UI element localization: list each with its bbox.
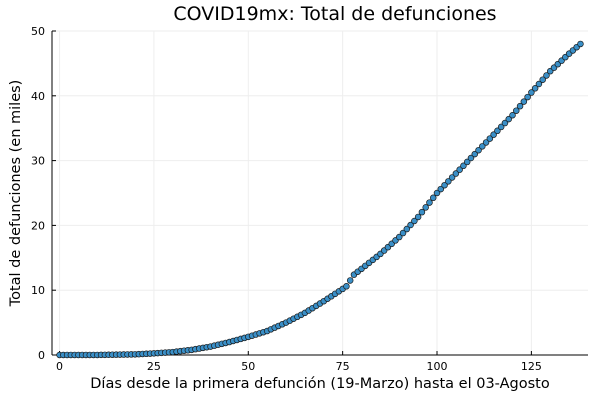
y-tick-label: 10 <box>31 284 45 297</box>
data-point <box>346 277 354 284</box>
x-tick-label: 50 <box>241 360 255 373</box>
data-point <box>520 98 528 105</box>
data-point <box>411 217 418 225</box>
y-axis-title: Total de defunciones (en miles) <box>8 80 24 308</box>
data-point <box>531 85 539 92</box>
data-point <box>437 185 445 193</box>
data-point <box>414 213 422 221</box>
data-point <box>396 233 403 241</box>
y-tick-label: 20 <box>31 219 45 232</box>
data-point <box>482 139 490 146</box>
data-point <box>479 143 486 150</box>
data-point <box>501 119 509 127</box>
data-point <box>505 115 512 123</box>
data-point <box>516 102 524 110</box>
data-point <box>467 154 475 162</box>
data-point <box>399 229 407 237</box>
y-tick-label: 0 <box>38 349 45 362</box>
y-tick-label: 40 <box>31 90 45 103</box>
data-point <box>445 178 452 185</box>
x-axis-title: Días desde la primera defunción (19-Marz… <box>90 376 550 392</box>
data-point <box>513 107 520 114</box>
data-point <box>441 181 448 189</box>
data-point <box>418 208 426 216</box>
data-point <box>509 111 516 119</box>
data-point <box>429 194 437 202</box>
data-point <box>426 199 433 206</box>
data-point <box>448 174 456 181</box>
data-point <box>471 150 479 158</box>
x-tick-label: 75 <box>336 360 350 373</box>
data-point <box>486 135 494 142</box>
x-tick-label: 100 <box>427 360 448 373</box>
data-point <box>494 127 501 135</box>
data-point <box>433 189 441 197</box>
data-point <box>403 225 411 233</box>
data-point <box>524 93 531 101</box>
data-point <box>475 146 482 154</box>
y-tick-label: 30 <box>31 155 45 168</box>
x-tick-label: 0 <box>56 360 63 373</box>
data-point <box>452 170 460 177</box>
y-tick-label: 50 <box>31 25 45 38</box>
data-point <box>407 221 414 229</box>
data-point <box>497 123 505 131</box>
x-tick-label: 125 <box>521 360 542 373</box>
data-point <box>456 166 463 173</box>
data-point <box>577 40 584 48</box>
data-point <box>343 283 350 290</box>
data-point <box>535 80 543 88</box>
x-tick-label: 25 <box>147 360 161 373</box>
chart-title: COVID19mx: Total de defunciones <box>173 3 496 25</box>
tick-labels: 0 25 50 75 100 125 0 10 20 30 40 50 <box>31 25 542 373</box>
data-point <box>463 158 471 166</box>
data-point <box>460 162 467 170</box>
data-point <box>422 204 429 211</box>
data-point <box>490 131 497 138</box>
data-point <box>539 76 546 83</box>
data-point <box>543 72 550 79</box>
data-point <box>528 89 535 96</box>
data-points <box>56 40 584 359</box>
